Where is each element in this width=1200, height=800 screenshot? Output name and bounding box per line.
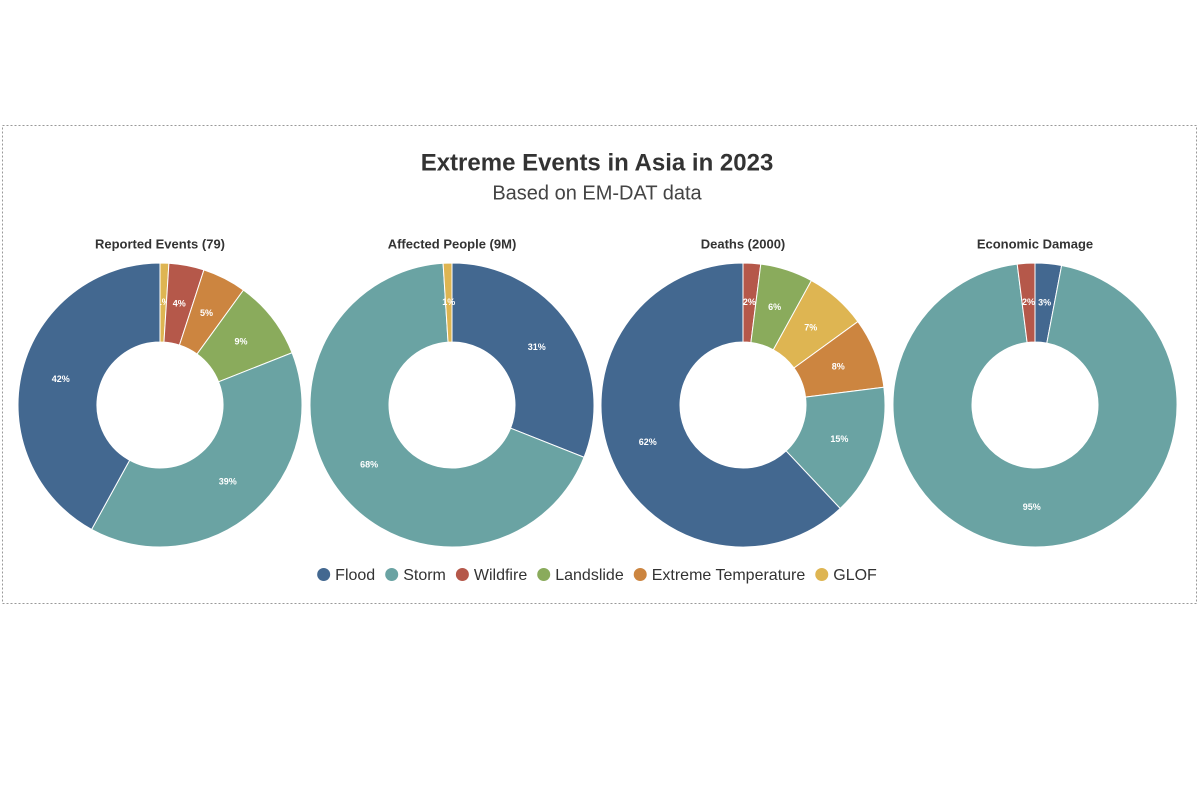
pie-title: Deaths (2000) xyxy=(701,236,786,251)
pie-slice xyxy=(451,262,595,458)
legend-swatch xyxy=(633,568,647,581)
value-label: 5% xyxy=(200,308,213,318)
pie-slice xyxy=(90,352,303,548)
legend-swatch xyxy=(455,568,469,581)
legend-label: Storm xyxy=(403,567,446,584)
pie-slice xyxy=(600,262,841,548)
pie-slice xyxy=(892,263,1178,548)
pie-title: Reported Events (79) xyxy=(95,236,225,251)
pie-title: Affected People (9M) xyxy=(388,236,517,251)
legend: Flood Storm Wildfire Landslide Extreme Tempe… xyxy=(317,567,877,584)
legend-swatch xyxy=(815,568,829,581)
value-label: 95% xyxy=(1023,502,1041,512)
legend-swatch xyxy=(385,568,399,581)
value-label: 9% xyxy=(234,337,247,347)
value-label: 42% xyxy=(52,374,70,384)
value-label: 2% xyxy=(1022,297,1035,307)
pie-slice xyxy=(309,262,585,548)
chart-subtitle: Based on EM-DAT data xyxy=(492,182,702,204)
legend-swatch xyxy=(317,568,331,581)
legend-label: Landslide xyxy=(555,567,624,584)
pie-slice xyxy=(17,262,161,531)
pie-slice xyxy=(785,386,886,510)
value-label: 7% xyxy=(804,322,817,332)
value-label: 1% xyxy=(442,297,455,307)
value-label: 6% xyxy=(768,302,781,312)
pie-title: Economic Damage xyxy=(977,236,1093,251)
value-label: 4% xyxy=(173,299,186,309)
value-label: 31% xyxy=(528,342,546,352)
chart-title: Extreme Events in Asia in 2023 xyxy=(421,149,774,176)
legend-label: Flood xyxy=(335,567,375,584)
legend-label: Wildfire xyxy=(474,567,527,584)
legend-label: Extreme Temperature xyxy=(652,567,806,584)
legend-label: GLOF xyxy=(833,567,877,584)
value-label: 15% xyxy=(830,434,848,444)
pie-slice xyxy=(442,262,453,343)
value-label: 8% xyxy=(832,362,845,372)
value-label: 2% xyxy=(743,297,756,307)
chart-frame xyxy=(2,125,1197,604)
value-label: 39% xyxy=(219,476,237,486)
value-label: 68% xyxy=(360,460,378,470)
legend-swatch xyxy=(537,568,551,581)
value-label: 62% xyxy=(639,437,657,447)
value-label: 3% xyxy=(1038,297,1051,307)
value-label: 1% xyxy=(157,297,170,307)
pie-slice xyxy=(1016,262,1036,344)
